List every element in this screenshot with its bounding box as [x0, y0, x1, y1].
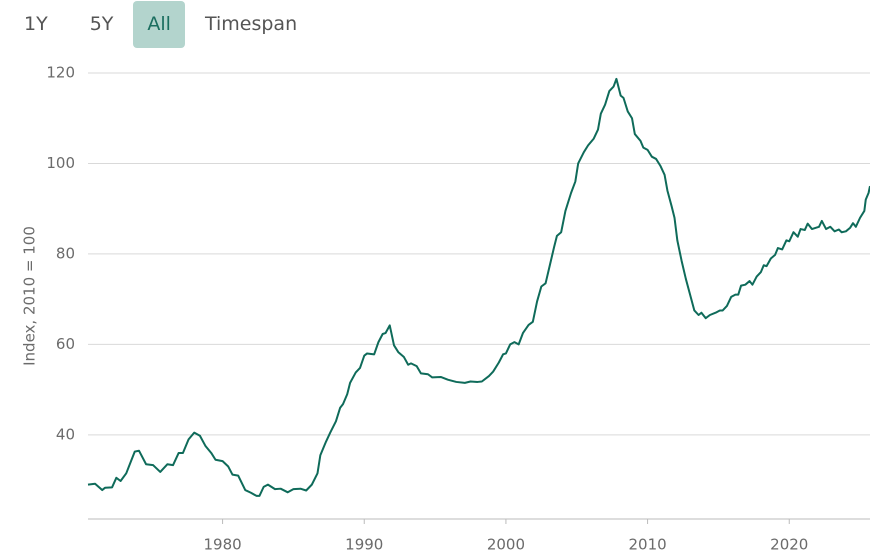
- x-tick-label: 1980: [203, 536, 241, 554]
- x-tick-label: 1990: [345, 536, 383, 554]
- y-tick-label: 100: [46, 154, 75, 172]
- timespan-button[interactable]: 5Y: [89, 12, 114, 35]
- y-tick-label: 80: [56, 244, 75, 262]
- timespan-button[interactable]: All: [133, 0, 185, 48]
- y-tick-label: 60: [56, 335, 75, 353]
- x-tick-label: 2020: [770, 536, 808, 554]
- timespan-button[interactable]: 1Y: [24, 12, 48, 35]
- timespan-button[interactable]: Timespan: [204, 12, 298, 35]
- x-tick-label: 2010: [628, 536, 666, 554]
- timespan-buttons: 1Y 5Y All Timespan: [0, 0, 311, 48]
- y-axis-label: Index, 2010 = 100: [21, 226, 39, 366]
- x-tick-label: 2000: [487, 536, 525, 554]
- line-series: [87, 77, 870, 497]
- y-tick-label: 120: [46, 64, 75, 82]
- y-tick-label: 40: [56, 425, 75, 443]
